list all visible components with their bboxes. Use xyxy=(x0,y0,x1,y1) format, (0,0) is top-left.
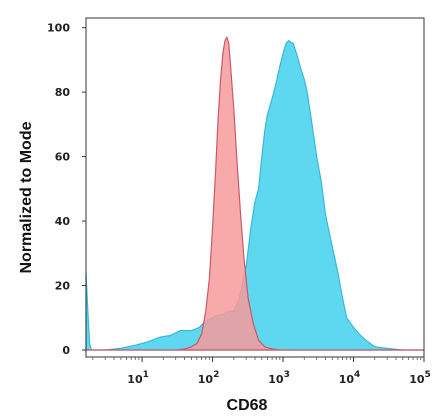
y-axis-title: Normalized to Mode xyxy=(18,121,35,273)
x-tick-label: 102 xyxy=(198,370,220,386)
y-tick-label: 60 xyxy=(55,151,71,164)
x-tick-label: 103 xyxy=(268,370,290,386)
x-tick-label: 104 xyxy=(339,370,361,386)
y-tick-label: 40 xyxy=(55,215,71,228)
y-tick-label: 0 xyxy=(62,344,70,357)
x-tick-label: 101 xyxy=(127,370,149,386)
histogram-series-2 xyxy=(86,35,424,351)
ticks-layer: 0 20 40 60 80 100 101 102 103 104 105 xyxy=(47,22,431,386)
y-tick-label: 100 xyxy=(47,22,70,35)
x-tick-label: 105 xyxy=(409,370,431,386)
y-tick-label: 80 xyxy=(55,86,71,99)
series-layer xyxy=(85,35,424,351)
histogram-series-1 xyxy=(85,39,424,351)
x-axis-title: CD68 xyxy=(227,397,268,414)
y-tick-label: 20 xyxy=(55,280,71,293)
